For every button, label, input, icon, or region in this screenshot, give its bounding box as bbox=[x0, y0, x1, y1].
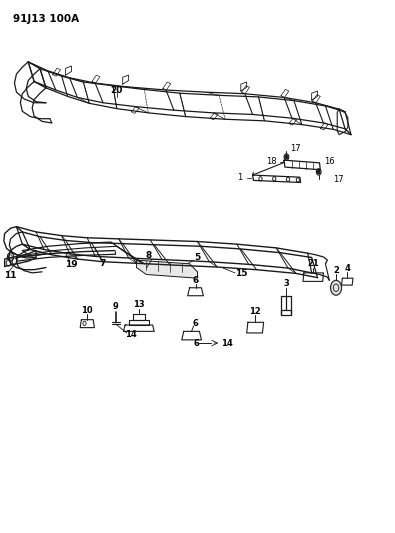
Text: 5: 5 bbox=[194, 254, 201, 262]
Text: 14: 14 bbox=[125, 330, 136, 339]
Text: 16: 16 bbox=[324, 157, 335, 166]
Text: 13: 13 bbox=[133, 300, 145, 309]
Text: 15: 15 bbox=[235, 270, 247, 278]
Text: 20: 20 bbox=[111, 85, 123, 94]
Text: 4: 4 bbox=[344, 264, 350, 272]
Text: 18: 18 bbox=[265, 157, 276, 166]
Text: 6: 6 bbox=[194, 338, 199, 348]
Text: 19: 19 bbox=[65, 261, 78, 269]
Text: 10: 10 bbox=[81, 305, 92, 314]
Text: 21: 21 bbox=[307, 259, 319, 268]
Circle shape bbox=[285, 156, 288, 159]
Text: 3: 3 bbox=[283, 279, 289, 288]
Circle shape bbox=[318, 170, 320, 173]
Text: 7: 7 bbox=[100, 259, 106, 268]
Text: 9: 9 bbox=[113, 302, 118, 311]
Polygon shape bbox=[137, 260, 198, 278]
Text: 2: 2 bbox=[333, 266, 339, 275]
Text: 1: 1 bbox=[237, 173, 243, 182]
Text: 6: 6 bbox=[193, 319, 198, 328]
Text: 8: 8 bbox=[145, 252, 151, 260]
Text: 11: 11 bbox=[4, 271, 17, 279]
Text: 17: 17 bbox=[333, 175, 344, 184]
Text: 12: 12 bbox=[249, 306, 260, 316]
Text: 17: 17 bbox=[290, 144, 300, 153]
Circle shape bbox=[331, 280, 342, 295]
Text: 6: 6 bbox=[192, 276, 199, 285]
Text: 14: 14 bbox=[221, 338, 233, 348]
Text: 91J13 100A: 91J13 100A bbox=[13, 14, 79, 24]
